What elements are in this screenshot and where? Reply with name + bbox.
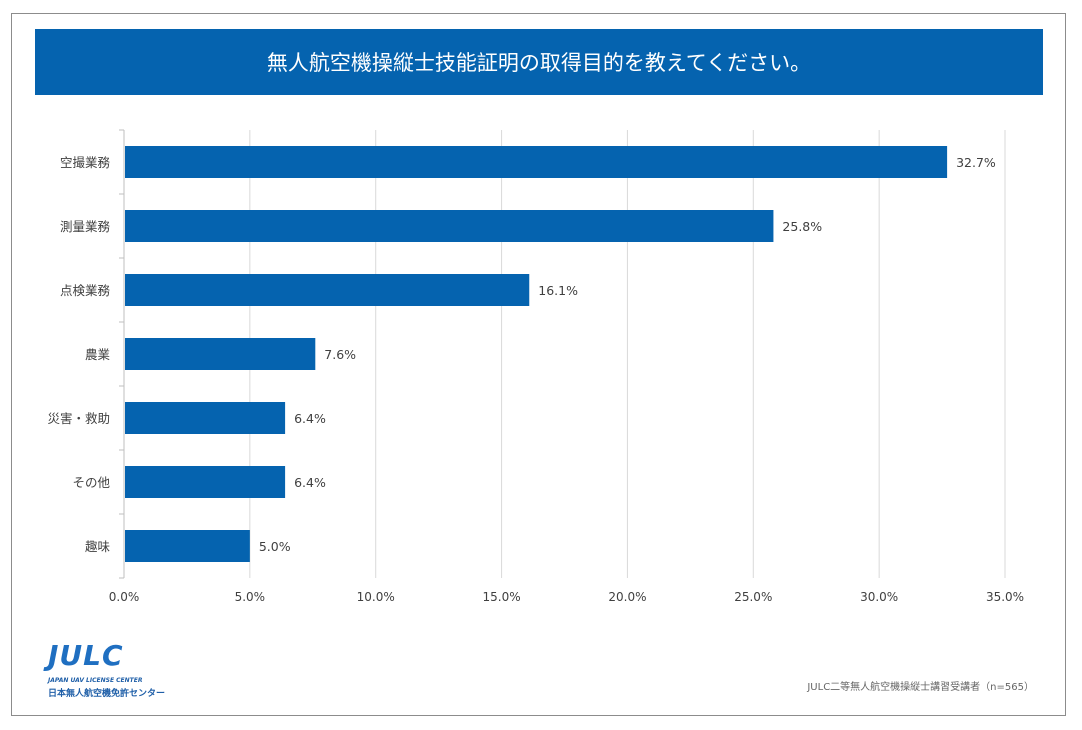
- source-note: JULC二等無人航空機操縦士講習受講者（n=565）: [807, 682, 1034, 693]
- x-tick-label: 25.0%: [734, 590, 772, 604]
- x-tick-label: 30.0%: [860, 590, 898, 604]
- bar: [125, 274, 530, 306]
- logo-subtitle: JAPAN UAV LICENSE CENTER: [48, 677, 143, 684]
- category-label: 農業: [85, 347, 111, 362]
- x-tick-label: 35.0%: [986, 590, 1024, 604]
- bar: [125, 402, 286, 434]
- data-label: 32.7%: [956, 155, 996, 170]
- category-label: 空撮業務: [60, 155, 111, 170]
- data-label: 16.1%: [538, 283, 578, 298]
- data-label: 25.8%: [782, 219, 822, 234]
- bar: [125, 466, 286, 498]
- chart-title: 無人航空機操縦士技能証明の取得目的を教えてください。: [35, 29, 1043, 95]
- bar: [125, 146, 948, 178]
- x-tick-label: 20.0%: [608, 590, 646, 604]
- x-tick-label: 15.0%: [483, 590, 521, 604]
- data-label: 6.4%: [294, 411, 326, 426]
- category-label: その他: [72, 475, 110, 490]
- logo-japanese: 日本無人航空機免許センター: [48, 689, 166, 699]
- category-label: 趣味: [85, 539, 111, 554]
- data-label: 7.6%: [324, 347, 356, 362]
- bar: [125, 338, 316, 370]
- category-label: 災害・救助: [47, 411, 110, 426]
- x-tick-label: 5.0%: [235, 590, 266, 604]
- bar: [125, 530, 250, 562]
- x-tick-label: 10.0%: [357, 590, 395, 604]
- logo-mark: JULC: [48, 639, 124, 672]
- category-label: 点検業務: [60, 283, 111, 298]
- julc-logo: JULC JAPAN UAV LICENSE CENTER 日本無人航空機免許セ…: [48, 638, 178, 700]
- category-label: 測量業務: [60, 219, 111, 234]
- bar: [125, 210, 774, 242]
- data-label: 6.4%: [294, 475, 326, 490]
- x-tick-label: 0.0%: [109, 590, 140, 604]
- chart-frame: [11, 13, 1066, 716]
- data-label: 5.0%: [259, 539, 291, 554]
